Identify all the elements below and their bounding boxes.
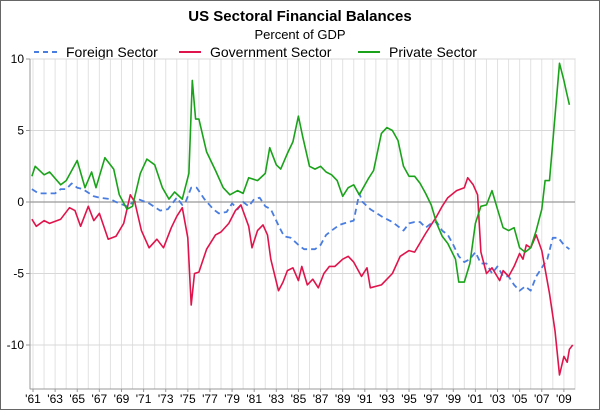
x-tick-label: '71 — [136, 392, 152, 406]
y-axis: 10 5 0 -5 -10 — [7, 52, 31, 389]
chart-subtitle: Percent of GDP — [254, 27, 345, 42]
x-tick-label: '81 — [246, 392, 262, 406]
x-tick-label: '77 — [202, 392, 218, 406]
x-tick-label: '07 — [534, 392, 550, 406]
x-axis: '61 '63 '65 '67 '69 '71 '73 '75 '77 '79 '81 '83 '85 '… — [25, 388, 575, 406]
x-tick-label: '69 — [114, 392, 130, 406]
x-tick-label: '73 — [158, 392, 174, 406]
x-tick-label: '83 — [268, 392, 284, 406]
grid — [29, 58, 576, 390]
x-tick-label: '03 — [490, 392, 506, 406]
x-tick-label: '09 — [556, 392, 572, 406]
series-lines — [31, 62, 574, 376]
x-tick-label: '89 — [335, 392, 351, 406]
y-tick-label: 10 — [11, 52, 25, 66]
x-tick-label: '01 — [468, 392, 484, 406]
x-tick-label: '61 — [25, 392, 41, 406]
y-tick-label: -10 — [7, 338, 25, 352]
legend-label-government: Government Sector — [210, 44, 332, 60]
y-tick-label: -5 — [13, 267, 24, 281]
y-tick-label: 5 — [17, 124, 24, 138]
x-tick-label: '85 — [291, 392, 307, 406]
legend-label-private: Private Sector — [389, 44, 477, 60]
private-sector-line — [31, 62, 571, 283]
x-tick-label: '95 — [401, 392, 417, 406]
legend: Foreign Sector Government Sector Private… — [34, 44, 477, 60]
plot-area — [29, 58, 576, 390]
x-tick-label: '79 — [224, 392, 240, 406]
x-tick-label: '75 — [180, 392, 196, 406]
x-tick-label: '05 — [512, 392, 528, 406]
x-tick-label: '67 — [92, 392, 108, 406]
x-tick-label: '97 — [423, 392, 439, 406]
x-tick-label: '99 — [445, 392, 461, 406]
chart-title: US Sectoral Financial Balances — [188, 8, 411, 25]
x-tick-label: '63 — [47, 392, 63, 406]
legend-label-foreign: Foreign Sector — [66, 44, 158, 60]
y-tick-label: 0 — [17, 195, 24, 209]
government-sector-line — [31, 176, 574, 376]
x-tick-label: '93 — [379, 392, 395, 406]
x-tick-label: '91 — [357, 392, 373, 406]
x-tick-label: '65 — [69, 392, 85, 406]
x-tick-label: '87 — [313, 392, 329, 406]
